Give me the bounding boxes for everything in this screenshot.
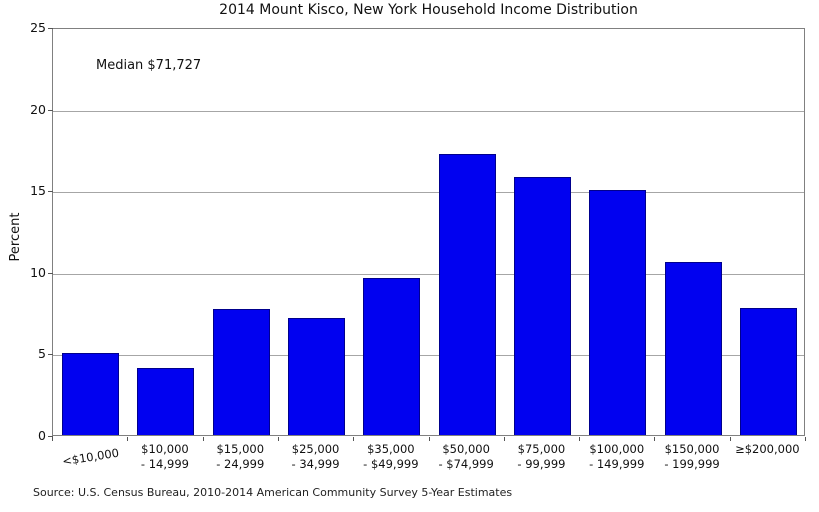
y-tick-mark-15 xyxy=(48,191,53,193)
bar-4 xyxy=(363,278,421,435)
x-tick-label-8: $150,000 - 199,999 xyxy=(664,442,720,471)
x-tick-label-4: $35,000 - $49,999 xyxy=(363,442,419,471)
x-tick-label-9: ≥$200,000 xyxy=(735,442,800,456)
y-tick-label-15: 15 xyxy=(30,183,46,199)
bar-3 xyxy=(288,317,346,435)
x-tick-label-7: $100,000 - 149,999 xyxy=(589,442,645,471)
source-note: Source: U.S. Census Bureau, 2010-2014 Am… xyxy=(33,486,513,499)
x-tick-mark-0 xyxy=(52,437,53,441)
bar-7 xyxy=(589,190,647,435)
y-tick-label-20: 20 xyxy=(30,101,46,117)
x-tick-mark-7 xyxy=(579,437,581,441)
bar-6 xyxy=(513,177,571,435)
median-annotation: Median $71,727 xyxy=(96,58,202,73)
x-tick-label-1: $10,000 - 14,999 xyxy=(140,442,189,471)
x-tick-label-5: $50,000 - $74,999 xyxy=(438,442,494,471)
y-tick-label-5: 5 xyxy=(38,346,46,362)
x-tick-label-3: $25,000 - 34,999 xyxy=(291,442,340,471)
gridline-5 xyxy=(53,355,804,357)
gridline-20 xyxy=(53,110,804,112)
y-tick-label-0: 0 xyxy=(38,428,46,443)
x-tick-label-2: $15,000 - 24,999 xyxy=(216,442,265,471)
x-tick-label-0: <$10,000 xyxy=(60,445,120,469)
x-tick-mark-1 xyxy=(127,437,129,441)
plot-area: Median $71,727 xyxy=(52,28,805,436)
y-tick-mark-0 xyxy=(48,436,53,437)
y-tick-mark-10 xyxy=(48,272,53,274)
y-tick-label-10: 10 xyxy=(30,264,46,280)
x-tick-mark-10 xyxy=(805,437,806,441)
x-tick-mark-8 xyxy=(654,437,656,441)
chart-title: 2014 Mount Kisco, New York Household Inc… xyxy=(219,2,638,18)
x-tick-mark-9 xyxy=(729,437,731,441)
bar-9 xyxy=(739,307,797,435)
x-tick-mark-2 xyxy=(202,437,204,441)
bar-1 xyxy=(137,368,195,435)
y-tick-mark-20 xyxy=(48,109,53,111)
gridline-10 xyxy=(53,273,804,275)
x-tick-label-6: $75,000 - 99,999 xyxy=(517,442,566,471)
x-tick-mark-3 xyxy=(277,437,279,441)
bar-2 xyxy=(212,309,270,435)
x-tick-mark-4 xyxy=(353,437,355,441)
y-tick-mark-5 xyxy=(48,354,53,356)
x-tick-mark-6 xyxy=(503,437,505,441)
y-tick-mark-25 xyxy=(48,28,53,29)
gridline-15 xyxy=(53,192,804,194)
y-tick-label-25: 25 xyxy=(30,20,46,35)
x-tick-mark-5 xyxy=(428,437,430,441)
bar-8 xyxy=(664,262,722,435)
bar-0 xyxy=(62,353,120,435)
bar-5 xyxy=(438,154,496,435)
